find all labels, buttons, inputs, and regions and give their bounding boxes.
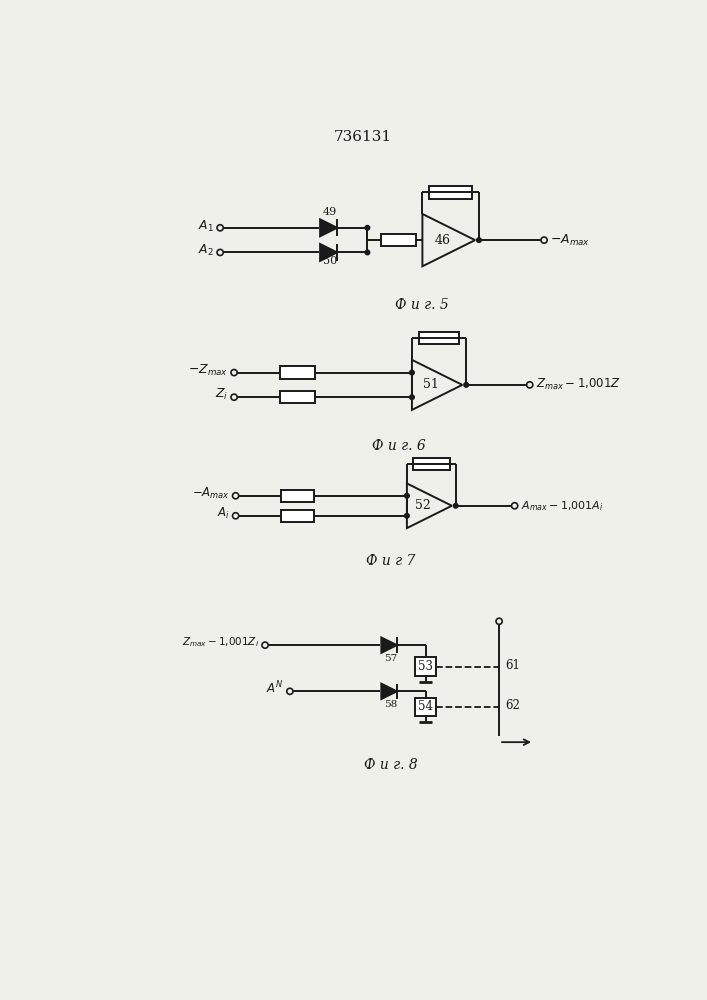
Text: $A_i$: $A_i$	[216, 506, 230, 521]
Bar	[280, 366, 315, 379]
Polygon shape	[381, 684, 397, 699]
Text: 49: 49	[323, 207, 337, 217]
Text: Ф и г. 6: Ф и г. 6	[371, 439, 425, 453]
Text: Ф и г. 8: Ф и г. 8	[363, 758, 418, 772]
Bar	[419, 332, 460, 344]
Bar	[414, 657, 436, 676]
Text: Ф и г. 5: Ф и г. 5	[395, 298, 448, 312]
Circle shape	[409, 370, 414, 375]
Circle shape	[404, 513, 409, 518]
Circle shape	[365, 225, 370, 230]
Text: 62: 62	[506, 699, 520, 712]
Text: 54: 54	[418, 700, 433, 713]
Circle shape	[404, 493, 409, 498]
Text: 736131: 736131	[334, 130, 392, 144]
Bar	[429, 186, 472, 199]
Bar	[280, 391, 315, 403]
Text: $\mathit{A_2}$: $\mathit{A_2}$	[198, 243, 214, 258]
Text: $-A_{max}$: $-A_{max}$	[550, 233, 590, 248]
Text: 52: 52	[415, 499, 431, 512]
Polygon shape	[320, 219, 337, 236]
Text: $Z_i$: $Z_i$	[215, 387, 228, 402]
Text: Ф и г 7: Ф и г 7	[366, 554, 415, 568]
Text: $A^N$: $A^N$	[267, 680, 284, 697]
Text: 61: 61	[506, 659, 520, 672]
Bar	[281, 490, 314, 502]
Circle shape	[464, 383, 469, 387]
Text: $-Z_{max}$: $-Z_{max}$	[187, 363, 228, 378]
Text: 46: 46	[435, 234, 450, 247]
Text: 51: 51	[423, 378, 439, 391]
Text: $A_{max}-1{,}001A_i$: $A_{max}-1{,}001A_i$	[521, 499, 604, 513]
Bar	[381, 234, 416, 246]
Bar	[414, 698, 436, 716]
Text: 58: 58	[384, 700, 397, 709]
Circle shape	[365, 250, 370, 255]
Polygon shape	[381, 637, 397, 653]
Text: 53: 53	[418, 660, 433, 673]
Text: $Z_{max}-1{,}001Z$: $Z_{max}-1{,}001Z$	[536, 377, 621, 392]
Circle shape	[453, 503, 458, 508]
Polygon shape	[320, 244, 337, 261]
Text: 57: 57	[384, 654, 397, 663]
Circle shape	[409, 395, 414, 400]
Text: $-A_{max}$: $-A_{max}$	[192, 486, 230, 501]
Bar	[281, 510, 314, 522]
Text: 50: 50	[323, 256, 337, 266]
Text: $\mathit{A_1}$: $\mathit{A_1}$	[198, 219, 214, 234]
Bar	[413, 458, 450, 470]
Text: $Z_{max}-1{,}001Z_i$: $Z_{max}-1{,}001Z_i$	[182, 635, 259, 649]
Circle shape	[477, 238, 481, 242]
